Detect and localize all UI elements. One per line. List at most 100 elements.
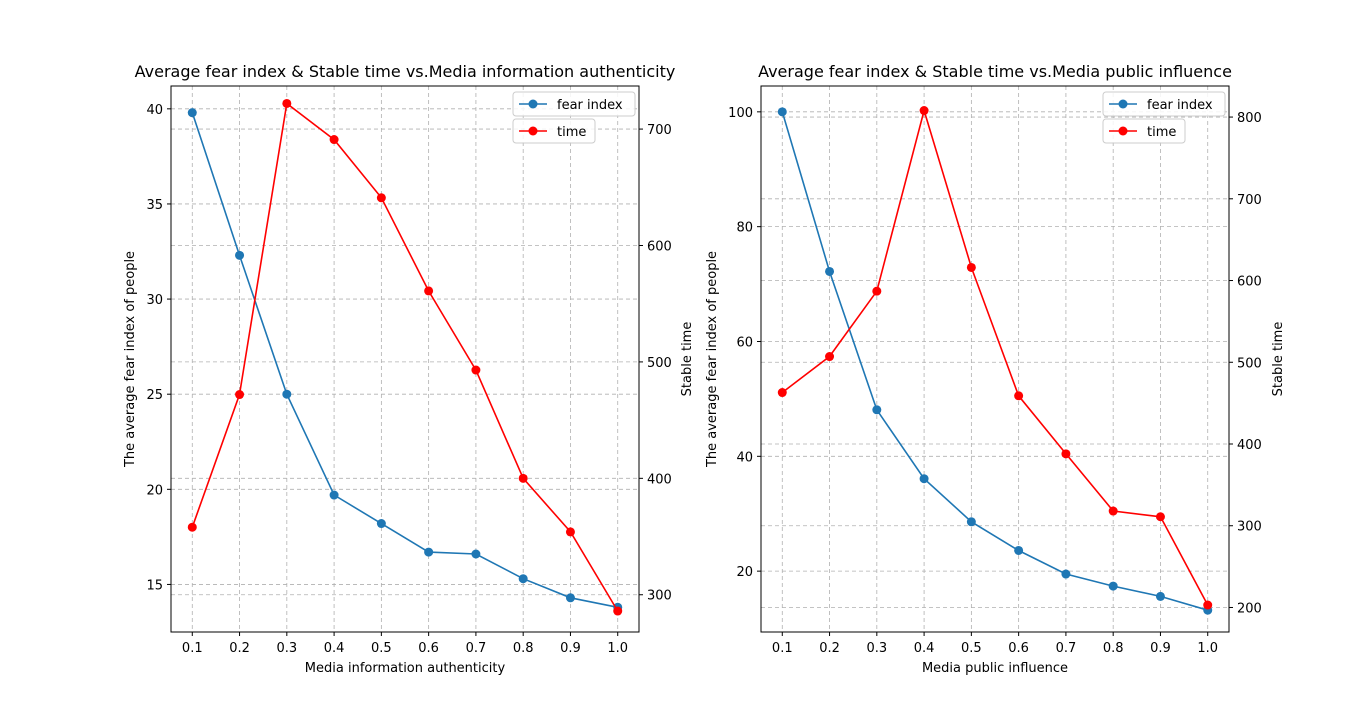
legend-swatch-marker — [1118, 126, 1128, 136]
x-tick-label: 0.7 — [1056, 641, 1077, 656]
legend-box — [512, 91, 636, 117]
x-tick-label: 0.8 — [1103, 641, 1124, 656]
data-point — [1014, 545, 1024, 555]
data-point — [825, 352, 835, 362]
y-tick-label: 20 — [146, 483, 163, 498]
data-point — [565, 593, 575, 603]
chart-2-ylabel: The average fear index of people — [705, 251, 720, 468]
series-line-2 — [191, 102, 619, 612]
chart-1-xlabel: Media information authenticity — [305, 661, 506, 676]
data-point — [282, 98, 292, 108]
chart-1-ticks: 0.1 0.2 0.3 0.4 0.5 0.6 0.7 0.8 0.9 1.0 15 20 25 30 35… — [146, 103, 671, 656]
y-tick-label: 30 — [146, 293, 163, 308]
x-tick-label: 0.2 — [819, 641, 840, 656]
data-point — [966, 517, 976, 527]
y-right-tick-label: 700 — [647, 123, 672, 138]
legend-label: fear index — [557, 98, 623, 113]
data-point — [282, 389, 292, 399]
data-point — [872, 286, 882, 296]
chart-1-legend: fear index time — [512, 91, 636, 144]
legend-label: time — [557, 125, 586, 140]
y-right-tick-label: 400 — [1237, 438, 1262, 453]
data-point — [424, 286, 434, 296]
data-point — [471, 549, 481, 559]
chart-2-ticks: 0.1 0.2 0.3 0.4 0.5 0.6 0.7 0.8 0.9 1.0 20 40 60 80 10… — [728, 106, 1262, 656]
series-line-1 — [781, 111, 1208, 611]
x-tick-label: 0.3 — [276, 641, 297, 656]
data-point — [235, 250, 245, 260]
data-point — [1108, 506, 1118, 516]
x-tick-label: 0.8 — [513, 641, 534, 656]
legend-box — [1102, 118, 1186, 144]
x-tick-label: 0.5 — [371, 641, 392, 656]
data-point — [1061, 569, 1071, 579]
chart-1-title: Average fear index & Stable time vs.Medi… — [135, 62, 676, 81]
data-point — [1203, 600, 1213, 610]
y-right-tick-label: 500 — [1237, 356, 1262, 371]
data-point — [187, 522, 197, 532]
x-tick-label: 0.2 — [229, 641, 250, 656]
chart-2-series — [777, 106, 1213, 615]
x-tick-label: 0.4 — [914, 641, 935, 656]
data-point — [1155, 512, 1165, 522]
y-right-tick-label: 700 — [1237, 193, 1262, 208]
x-tick-label: 0.4 — [324, 641, 345, 656]
legend-box — [1102, 91, 1226, 117]
legend-swatch-marker — [528, 99, 538, 109]
y-right-tick-label: 300 — [647, 589, 672, 604]
data-point — [1061, 449, 1071, 459]
data-point — [329, 490, 339, 500]
data-point — [565, 527, 575, 537]
x-tick-label: 0.3 — [866, 641, 887, 656]
series-line-1 — [191, 112, 618, 609]
chart-2-xlabel: Media public influence — [922, 661, 1068, 676]
chart-2-title: Average fear index & Stable time vs.Medi… — [758, 62, 1232, 81]
chart-2: Average fear index & Stable time vs.Medi… — [705, 62, 1286, 676]
y-tick-label: 15 — [146, 578, 163, 593]
chart-1-frame — [170, 85, 640, 633]
series-line-2 — [781, 107, 1209, 606]
legend-box — [512, 118, 596, 144]
x-tick-label: 0.6 — [418, 641, 439, 656]
legend-label: time — [1147, 125, 1176, 140]
chart-1-series — [187, 98, 623, 616]
y-right-tick-label: 200 — [1237, 601, 1262, 616]
data-point — [1108, 581, 1118, 591]
data-point — [471, 365, 481, 375]
y-tick-label: 25 — [146, 388, 163, 403]
y-tick-label: 60 — [736, 335, 753, 350]
y-tick-label: 20 — [736, 565, 753, 580]
chart-2-legend: fear index time — [1102, 91, 1226, 144]
data-point — [613, 606, 623, 616]
y-tick-label: 40 — [736, 450, 753, 465]
data-point — [1014, 391, 1024, 401]
chart-1-ylabel-right: Stable time — [680, 322, 695, 397]
data-point — [235, 390, 245, 400]
y-right-tick-label: 300 — [1237, 520, 1262, 535]
data-point — [329, 135, 339, 145]
data-point — [518, 473, 528, 483]
y-right-tick-label: 800 — [1237, 111, 1262, 126]
y-right-tick-label: 600 — [1237, 275, 1262, 290]
chart-2-ylabel-right: Stable time — [1271, 322, 1286, 397]
data-point — [424, 547, 434, 557]
y-tick-label: 35 — [146, 198, 163, 213]
data-point — [777, 107, 787, 117]
x-tick-label: 0.1 — [772, 641, 793, 656]
legend-label: fear index — [1147, 98, 1213, 113]
chart-2-frame — [760, 85, 1230, 633]
x-tick-label: 0.9 — [560, 641, 581, 656]
chart-1: Average fear index & Stable time vs.Medi… — [123, 62, 695, 676]
legend-swatch-marker — [528, 126, 538, 136]
y-right-tick-label: 400 — [647, 472, 672, 487]
data-point — [376, 193, 386, 203]
data-point — [966, 262, 976, 272]
data-point — [872, 405, 882, 415]
legend-swatch-marker — [1118, 99, 1128, 109]
x-tick-label: 0.1 — [182, 641, 203, 656]
y-tick-label: 100 — [728, 106, 753, 121]
y-tick-label: 40 — [146, 103, 163, 118]
x-tick-label: 0.7 — [466, 641, 487, 656]
y-right-tick-label: 600 — [647, 239, 672, 254]
